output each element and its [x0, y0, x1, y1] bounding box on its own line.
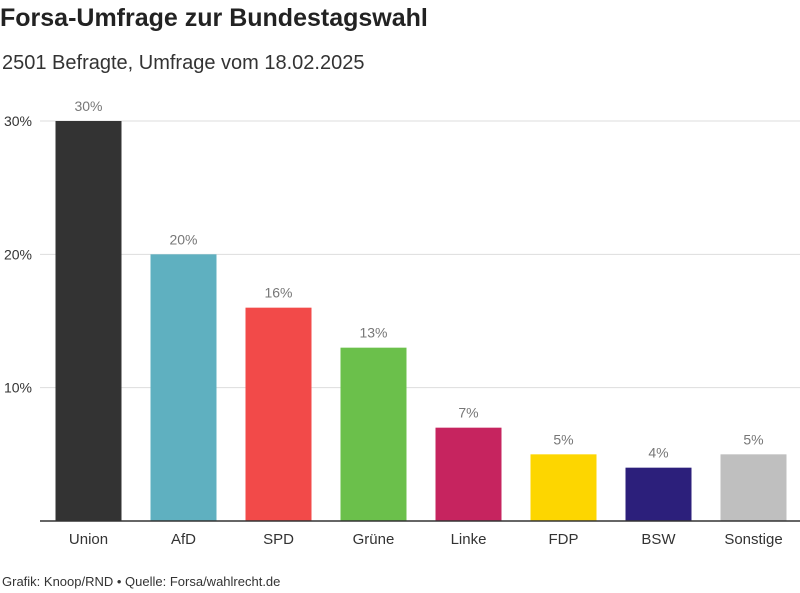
- data-label: 5%: [743, 431, 763, 447]
- bar: [55, 121, 122, 521]
- y-tick-label: 30%: [4, 113, 32, 129]
- data-label: 16%: [264, 285, 292, 301]
- x-tick-label: Linke: [451, 531, 487, 548]
- data-label: 5%: [553, 431, 573, 447]
- data-label: 4%: [648, 445, 668, 461]
- bar: [340, 347, 407, 521]
- bar: [435, 427, 502, 521]
- x-tick-label: FDP: [549, 531, 579, 548]
- y-tick-label: 10%: [4, 380, 32, 396]
- bar: [530, 454, 597, 521]
- data-label: 30%: [74, 98, 102, 114]
- data-label: 7%: [458, 405, 478, 421]
- bar: [720, 454, 787, 521]
- x-tick-label: BSW: [641, 531, 676, 548]
- chart-title: Forsa-Umfrage zur Bundestagswahl: [0, 4, 428, 32]
- data-label: 13%: [359, 325, 387, 341]
- x-tick-label: Union: [69, 531, 108, 548]
- chart-subtitle: 2501 Befragte, Umfrage vom 18.02.2025: [2, 52, 365, 74]
- bar: [150, 254, 217, 522]
- chart-footer: Grafik: Knoop/RND • Quelle: Forsa/wahlre…: [2, 574, 281, 589]
- bar: [625, 467, 692, 521]
- y-tick-label: 20%: [4, 246, 32, 262]
- x-tick-label: SPD: [263, 531, 294, 548]
- x-tick-label: Sonstige: [724, 531, 782, 548]
- bar: [245, 307, 312, 521]
- data-label: 20%: [169, 231, 197, 247]
- x-tick-label: AfD: [171, 531, 196, 548]
- x-tick-label: Grüne: [353, 531, 395, 548]
